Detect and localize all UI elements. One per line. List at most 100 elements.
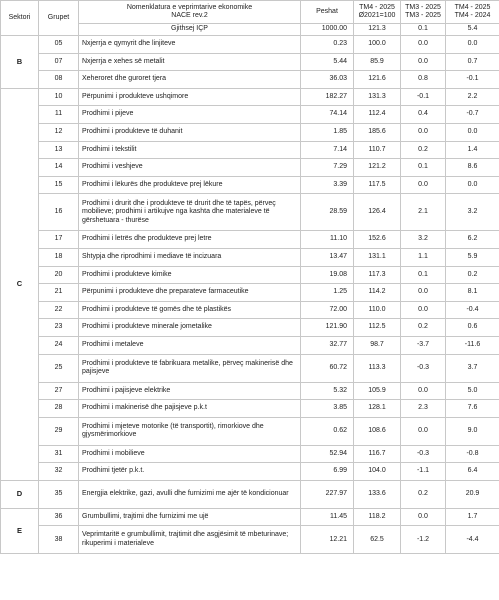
data-row: 08 Xeheroret dhe guroret tjera 36.03 121.6 0… bbox=[1, 70, 499, 89]
data-row: 31 Prodhimi i mobilieve 52.94 116.7 -0.3 -0.8 bbox=[1, 444, 499, 464]
activity-name: Përpunimi i produkteve ushqimore bbox=[78, 87, 301, 107]
value-cell: 112.5 bbox=[353, 318, 401, 337]
group-code: 22 bbox=[38, 300, 79, 320]
activity-name: Prodhimi i veshjeve bbox=[78, 158, 301, 177]
activity-name: Prodhimi i produkteve të fabrikuara meta… bbox=[78, 353, 301, 383]
header-cell: TM4 - 2025 TM4 - 2024 bbox=[445, 0, 499, 24]
activity-name: Xeheroret dhe guroret tjera bbox=[78, 70, 301, 89]
value-cell: 85.9 bbox=[353, 52, 401, 72]
group-code: 11 bbox=[38, 105, 79, 124]
data-row: 24 Prodhimi i metaleve 32.77 98.7 -3.7 -11.6 bbox=[1, 335, 499, 355]
value-cell: 62.5 bbox=[353, 525, 401, 555]
value-cell: 32.77 bbox=[300, 335, 354, 355]
group-code: 32 bbox=[38, 462, 79, 481]
group-code: 05 bbox=[38, 35, 79, 54]
value-cell: -0.1 bbox=[445, 70, 499, 89]
value-cell: 5.9 bbox=[445, 247, 499, 267]
group-code: 07 bbox=[38, 52, 79, 72]
value-cell: 126.4 bbox=[353, 193, 401, 232]
data-row: B 05 Nxjerrja e qymyrit dhe linjiteve 0.23 1… bbox=[0, 35, 499, 89]
total-value: 0.1 bbox=[400, 23, 446, 36]
value-cell: 6.99 bbox=[300, 462, 354, 481]
value-cell: 0.2 bbox=[400, 140, 446, 160]
group-code: 28 bbox=[38, 399, 79, 418]
value-cell: 72.00 bbox=[300, 300, 354, 320]
value-cell: 117.5 bbox=[353, 175, 401, 195]
value-cell: 0.2 bbox=[445, 265, 499, 285]
data-row: 22 Prodhimi i produkteve të gomës dhe të … bbox=[1, 300, 499, 320]
group-code: 14 bbox=[38, 158, 79, 177]
group-code: 10 bbox=[38, 87, 79, 107]
total-value: 121.3 bbox=[353, 23, 401, 36]
value-cell: 7.29 bbox=[300, 158, 354, 177]
value-cell: 114.2 bbox=[353, 283, 401, 302]
group-code: 17 bbox=[38, 230, 79, 249]
header-line: Nomenklatura e veprimtarive ekonomike bbox=[126, 3, 253, 11]
group-code: 38 bbox=[38, 525, 79, 555]
value-cell: 0.0 bbox=[400, 507, 446, 527]
value-cell: 131.3 bbox=[353, 87, 401, 107]
value-cell: 121.90 bbox=[300, 318, 354, 337]
activity-name: Prodhimi i lëkurës dhe produkteve prej l… bbox=[78, 175, 301, 195]
header-line: TM4 - 2025 bbox=[454, 3, 491, 11]
value-cell: 7.14 bbox=[300, 140, 354, 160]
value-cell: 74.14 bbox=[300, 105, 354, 124]
activity-name: Përpunimi i produkteve dhe preparateve f… bbox=[78, 283, 301, 302]
group-code: 27 bbox=[38, 381, 79, 401]
value-cell: 1.1 bbox=[400, 247, 446, 267]
value-cell: -0.8 bbox=[445, 444, 499, 464]
value-cell: 121.2 bbox=[353, 158, 401, 177]
value-cell: -0.7 bbox=[445, 105, 499, 124]
value-cell: 9.0 bbox=[445, 416, 499, 446]
value-cell: -1.2 bbox=[400, 525, 446, 555]
group-code: 35 bbox=[38, 479, 79, 509]
data-row: E 36 Grumbullimi, trajtimi dhe furnizimi m… bbox=[0, 507, 499, 555]
value-cell: -11.6 bbox=[445, 335, 499, 355]
value-cell: -0.3 bbox=[400, 444, 446, 464]
value-cell: 52.94 bbox=[300, 444, 354, 464]
activity-name: Prodhimi i makinerisë dhe pajisjeve p.k.… bbox=[78, 399, 301, 418]
value-cell: 6.4 bbox=[445, 462, 499, 481]
data-row: 07 Nxjerrja e xehes së metalit 5.44 85.9 0.0… bbox=[1, 52, 499, 72]
data-row: 18 Shtypja dhe riprodhimi i mediave të in… bbox=[1, 247, 499, 267]
group-code: 29 bbox=[38, 416, 79, 446]
data-row: 15 Prodhimi i lëkurës dhe produkteve prej… bbox=[1, 175, 499, 195]
value-cell: 0.2 bbox=[400, 318, 446, 337]
data-row: D 35 Energjia elektrike, gazi, avulli dhe … bbox=[0, 479, 499, 509]
value-cell: 0.1 bbox=[400, 265, 446, 285]
data-row: 14 Prodhimi i veshjeve 7.29 121.2 0.1 8.6 bbox=[1, 158, 499, 177]
group-code: 31 bbox=[38, 444, 79, 464]
value-cell: 0.2 bbox=[400, 479, 446, 509]
value-cell: 1.25 bbox=[300, 283, 354, 302]
value-cell: 0.0 bbox=[400, 300, 446, 320]
group-code: 24 bbox=[38, 335, 79, 355]
value-cell: -0.1 bbox=[400, 87, 446, 107]
value-cell: -3.7 bbox=[400, 335, 446, 355]
value-cell: 2.1 bbox=[400, 193, 446, 232]
header-cell: Grupet bbox=[38, 0, 79, 36]
activity-name: Prodhimi tjetër p.k.t. bbox=[78, 462, 301, 481]
value-cell: 2.3 bbox=[400, 399, 446, 418]
total-row: Gjithsej IÇP 1000.00 121.3 0.1 5.4 bbox=[1, 23, 499, 36]
value-cell: 0.7 bbox=[445, 52, 499, 72]
value-cell: 152.6 bbox=[353, 230, 401, 249]
activity-name: Shtypja dhe riprodhimi i mediave të inci… bbox=[78, 247, 301, 267]
data-row: 16 Prodhimi i drurit dhe i produkteve të … bbox=[1, 193, 499, 232]
header-cell: TM4 - 2025 Ø2021=100 bbox=[353, 0, 401, 24]
value-cell: 60.72 bbox=[300, 353, 354, 383]
activity-name: Prodhimi i drurit dhe i produkteve të dr… bbox=[78, 193, 301, 232]
value-cell: 0.0 bbox=[445, 35, 499, 54]
activity-name: Grumbullimi, trajtimi dhe furnizimi me u… bbox=[78, 507, 301, 527]
header-line: NACE rev.2 bbox=[171, 12, 208, 19]
activity-name: Prodhimi i produkteve të gomës dhe të pl… bbox=[78, 300, 301, 320]
sector-code: C bbox=[0, 87, 39, 481]
value-cell: 112.4 bbox=[353, 105, 401, 124]
total-value: 1000.00 bbox=[300, 23, 354, 36]
value-cell: 20.9 bbox=[445, 479, 499, 509]
value-cell: -0.4 bbox=[445, 300, 499, 320]
group-code: 15 bbox=[38, 175, 79, 195]
header-line: Ø2021=100 bbox=[358, 12, 396, 19]
value-cell: 36.03 bbox=[300, 70, 354, 89]
value-cell: 3.2 bbox=[400, 230, 446, 249]
